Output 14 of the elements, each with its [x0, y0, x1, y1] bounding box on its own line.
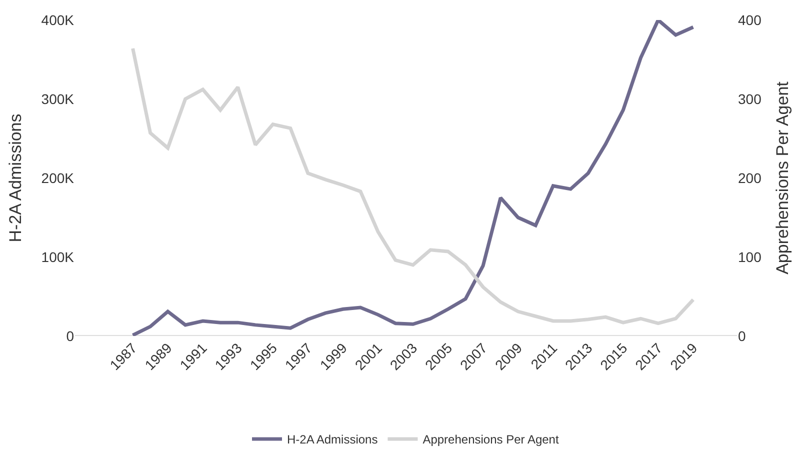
y2-tick-label: 400	[738, 12, 762, 28]
y2-tick-label: 0	[738, 328, 746, 344]
legend-label: Apprehensions Per Agent	[422, 432, 560, 447]
legend-label: H-2A Admissions	[287, 432, 378, 447]
y-tick-label: 0	[66, 328, 74, 344]
y2-tick-label: 200	[738, 170, 762, 186]
y-tick-label: 100K	[41, 248, 75, 265]
y2-tick-label: 300	[738, 90, 762, 107]
y-tick-label: 400K	[41, 12, 75, 28]
y-axis-title: H-2A Admissions	[6, 114, 25, 242]
y2-axis-title: Apprehensions Per Agent	[772, 81, 792, 274]
y2-tick-label: 100	[738, 248, 762, 265]
y-tick-label: 200K	[41, 170, 75, 186]
y-tick-label: 300K	[41, 90, 75, 107]
